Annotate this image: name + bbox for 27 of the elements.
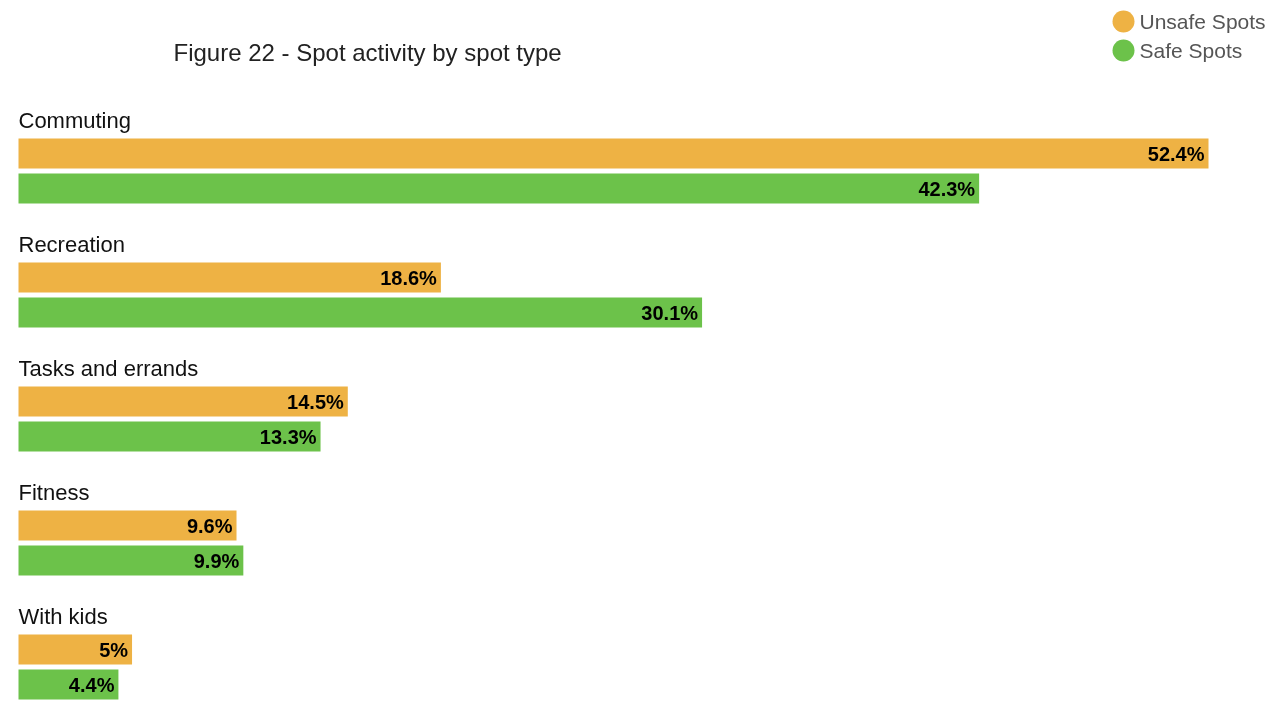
data-label: 13.3% [259, 425, 317, 448]
data-label: 42.3% [918, 177, 976, 200]
bar [18, 173, 980, 204]
data-label: 9.9% [193, 549, 240, 572]
legend-label: Safe Spots [1139, 39, 1243, 62]
legend-label: Unsafe Spots [1139, 10, 1266, 33]
data-label: 18.6% [380, 266, 438, 289]
data-label: 5% [99, 638, 129, 661]
bar [18, 138, 1209, 169]
data-label: 14.5% [287, 390, 345, 413]
bar [18, 262, 441, 293]
bar [18, 545, 244, 576]
y-tick-label: Recreation [18, 232, 125, 257]
bar [18, 386, 348, 417]
data-label: 9.6% [186, 514, 233, 537]
bar [18, 421, 321, 452]
chart-title: Figure 22 - Spot activity by spot type [173, 39, 562, 66]
y-tick-label: Commuting [18, 108, 131, 133]
data-label: 4.4% [68, 673, 115, 696]
data-label: 52.4% [1147, 142, 1205, 165]
y-tick-label: Fitness [18, 480, 90, 505]
bar [18, 297, 703, 328]
y-tick-label: Tasks and errands [18, 356, 199, 381]
data-label: 30.1% [641, 301, 699, 324]
bar [18, 510, 237, 541]
y-tick-label: With kids [18, 604, 108, 629]
bar [18, 634, 133, 665]
